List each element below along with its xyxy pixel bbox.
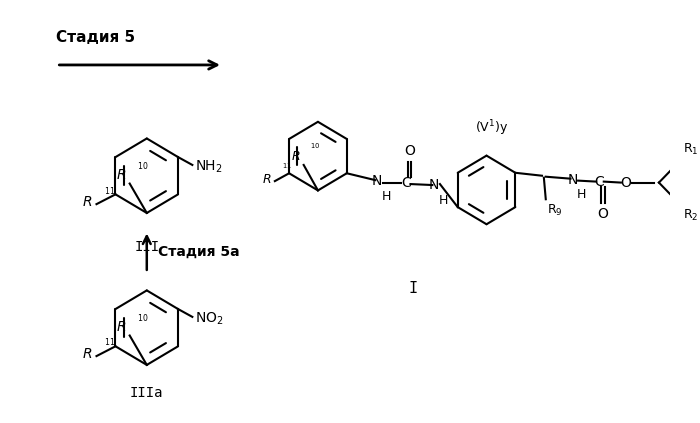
Text: N: N (567, 173, 577, 187)
Text: NH$_2$: NH$_2$ (195, 159, 223, 175)
Text: I: I (409, 281, 418, 296)
Text: $^{10}$: $^{10}$ (310, 143, 321, 153)
Text: $^{10}$: $^{10}$ (137, 162, 148, 172)
Text: $^{11}$: $^{11}$ (104, 186, 116, 196)
Text: $^{10}$: $^{10}$ (137, 314, 148, 324)
Text: N: N (429, 178, 440, 192)
Text: (V$^1$)y: (V$^1$)y (475, 118, 508, 138)
Text: R: R (262, 173, 271, 186)
Text: R: R (83, 347, 92, 361)
Text: NO$_2$: NO$_2$ (195, 310, 224, 327)
Text: H: H (578, 189, 587, 201)
Text: R: R (116, 319, 126, 334)
Text: H: H (382, 190, 391, 203)
Text: O: O (620, 176, 631, 190)
Text: R: R (291, 150, 300, 163)
Text: Стадия 5: Стадия 5 (57, 30, 136, 45)
Text: C: C (401, 176, 411, 190)
Text: H: H (439, 194, 449, 207)
Text: III: III (134, 240, 160, 254)
Text: R$_2$: R$_2$ (682, 208, 698, 223)
Text: IIIa: IIIa (130, 387, 164, 401)
Text: Стадия 5а: Стадия 5а (158, 244, 240, 259)
Text: N: N (372, 174, 382, 188)
Text: R: R (83, 195, 92, 209)
Text: R: R (116, 168, 126, 181)
Text: $^{11}$: $^{11}$ (281, 163, 292, 173)
Text: O: O (404, 143, 415, 158)
Text: O: O (597, 207, 608, 221)
Text: $^{11}$: $^{11}$ (104, 338, 116, 348)
Text: C: C (594, 175, 604, 189)
Text: R$_9$: R$_9$ (547, 203, 562, 218)
Text: R$_1$: R$_1$ (682, 142, 698, 157)
